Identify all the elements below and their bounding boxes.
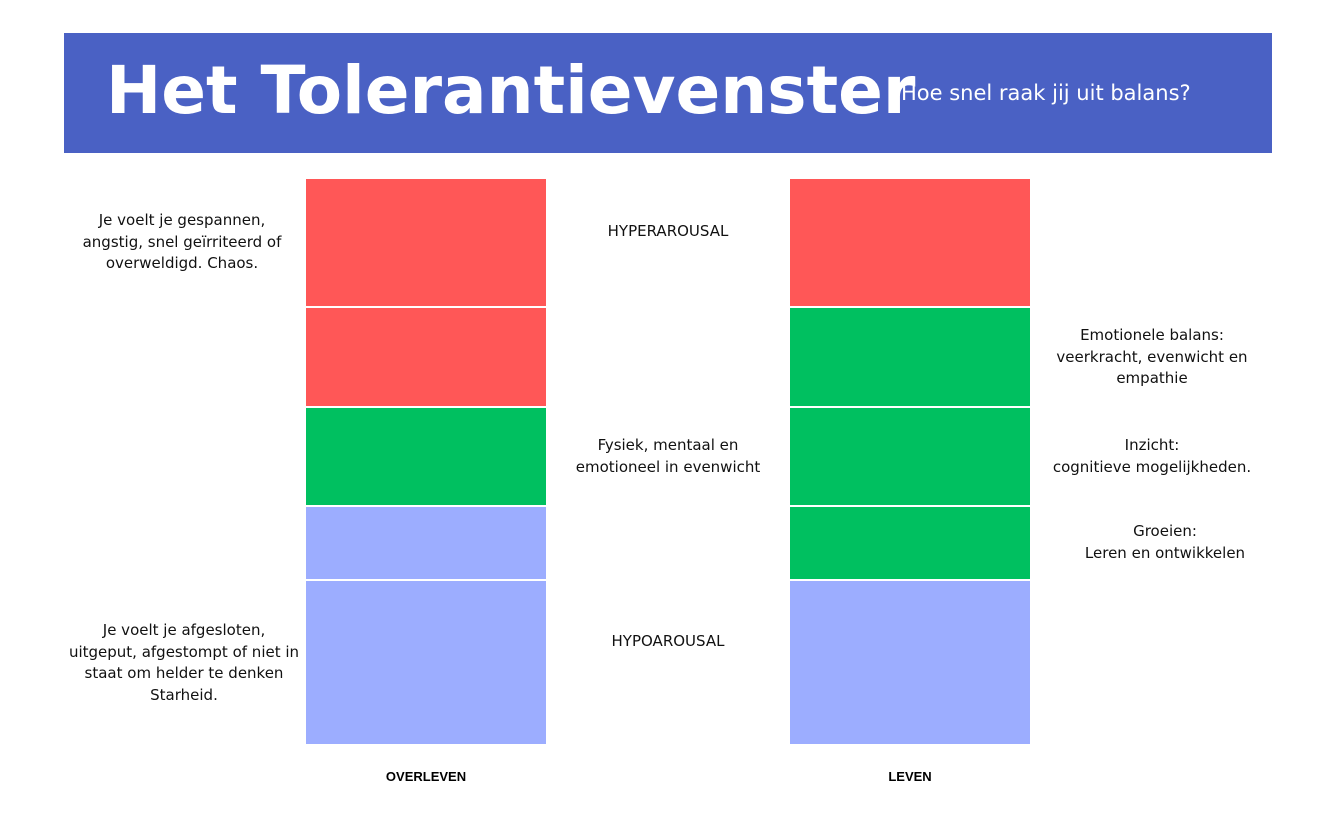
right-note-growth: Groeien: Leren en ontwikkelen xyxy=(1084,522,1246,562)
left-block-hyper-top xyxy=(306,179,546,306)
column-label-leven: LEVEN xyxy=(888,769,932,784)
right-block-insight xyxy=(790,408,1030,505)
column-label-overleven: OVERLEVEN xyxy=(385,769,467,784)
middle-label-hypoarousal: HYPOAROUSAL xyxy=(611,632,725,650)
left-note-hypoarousal: Je voelt je afgesloten, uitgeput, afgest… xyxy=(68,621,300,704)
left-block-hypo-top xyxy=(306,507,546,579)
left-block-hyper-bottom xyxy=(306,308,546,406)
header-banner: Het Tolerantievenster Hoe snel raak jij … xyxy=(64,33,1272,153)
page-title: Het Tolerantievenster xyxy=(106,52,916,129)
middle-label-window: Fysiek, mentaal en emotioneel in evenwic… xyxy=(575,436,761,476)
left-note-hyperarousal: Je voelt je gespannen, angstig, snel geï… xyxy=(82,211,282,272)
right-block-hypo xyxy=(790,581,1030,744)
right-block-balance xyxy=(790,308,1030,406)
right-note-insight: Inzicht: cognitieve mogelijkheden. xyxy=(1052,436,1252,476)
right-note-balance: Emotionele balans: veerkracht, evenwicht… xyxy=(1056,326,1248,387)
right-block-growth xyxy=(790,507,1030,579)
page-subtitle: Hoe snel raak jij uit balans? xyxy=(901,81,1191,105)
right-block-hyper xyxy=(790,179,1030,306)
left-block-window xyxy=(306,408,546,505)
middle-label-hyperarousal: HYPERAROUSAL xyxy=(607,222,729,240)
left-block-hypo-bottom xyxy=(306,581,546,744)
